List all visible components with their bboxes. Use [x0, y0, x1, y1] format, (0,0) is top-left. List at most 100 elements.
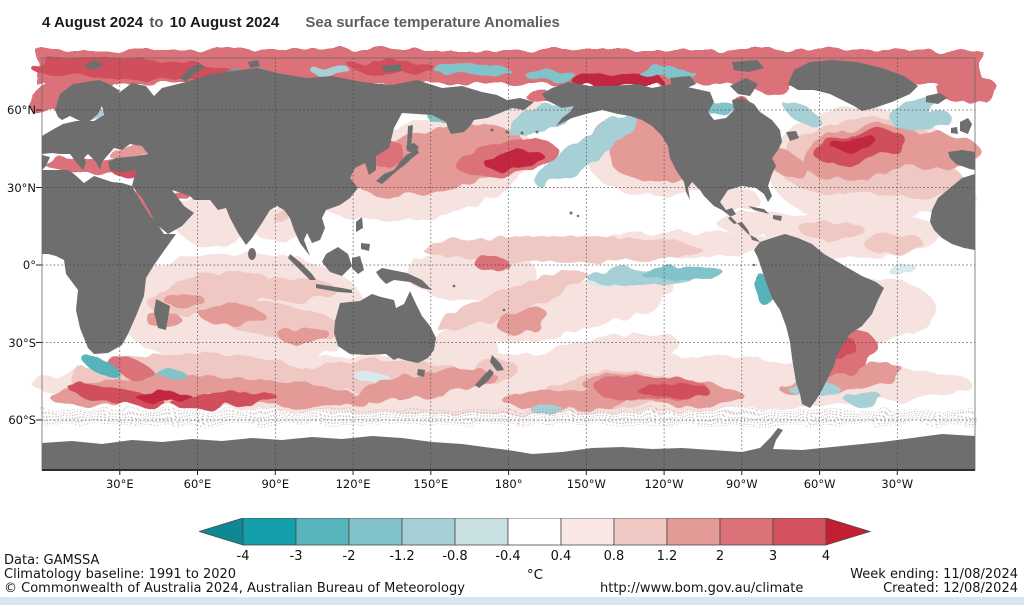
colorbar-segment-7 — [613, 517, 668, 546]
land-novaya-zemlya — [180, 63, 204, 82]
world-map — [26, 50, 998, 475]
land-australia — [334, 291, 436, 363]
colorbar-tick-0.4: 0.4 — [550, 549, 572, 564]
land-eurasia — [42, 68, 534, 256]
colorbar-segment-1 — [295, 517, 350, 546]
land-uk — [960, 118, 972, 134]
land-sakhalin — [407, 125, 413, 148]
colorbar-tick-labels: -4 -3 -2 -1.2 -0.8 -0.4 0.4 0.8 1.2 2 3 4 — [199, 549, 871, 564]
colorbar-segment-6 — [560, 517, 615, 546]
footer-copyright: © Commonwealth of Australia 2024, Austra… — [4, 581, 465, 596]
bottom-border-strip — [0, 597, 1024, 605]
land-aleutian-1 — [490, 128, 494, 132]
period-start: 4 August 2024 — [42, 14, 144, 31]
period-joiner: to — [149, 14, 164, 31]
land-solomons — [452, 284, 456, 288]
land-severnaya-zemlya — [248, 60, 260, 68]
land-africa — [42, 170, 176, 354]
land-new-guinea — [376, 268, 432, 290]
period-end: 10 August 2024 — [169, 14, 280, 31]
colorbar-segment-10 — [772, 517, 827, 546]
lon-label-120°E: 120°E — [335, 477, 371, 491]
land-sri-lanka — [248, 248, 256, 260]
colorbar-unit-label: °C — [526, 567, 544, 583]
lon-label-30°W: 30°W — [881, 477, 914, 491]
colorbar-tick-1.2: 1.2 — [656, 549, 678, 564]
land-scandinavia — [55, 80, 120, 124]
colorbar-tick--2: -2 — [342, 549, 356, 564]
lat-label-30°S: 30°S — [8, 335, 36, 350]
lon-label-60°E: 60°E — [183, 477, 212, 491]
lon-label-30°E: 30°E — [105, 477, 134, 491]
land-tasmania — [417, 369, 425, 377]
colorbar-tick-4: 4 — [821, 549, 831, 564]
colorbar-segment-3 — [401, 517, 456, 546]
colorbar-segment-4 — [454, 517, 509, 546]
lat-label-60°N: 60°N — [7, 103, 36, 117]
page-title: 4 August 2024 to 10 August 2024 Sea surf… — [42, 14, 560, 31]
colorbar-tick--3: -3 — [289, 549, 303, 564]
colorbar-segment-0 — [242, 517, 297, 546]
colorbar-tick--0.8: -0.8 — [442, 549, 468, 564]
land-sumatra — [288, 254, 316, 280]
land-borneo — [322, 247, 352, 276]
colorbar-tick--0.4: -0.4 — [495, 549, 521, 564]
land-iberia-right — [948, 150, 975, 170]
land-north-america — [542, 82, 782, 242]
land-nw-africa-right — [930, 174, 975, 250]
lat-label-0°: 0° — [22, 258, 36, 272]
land-nz-south — [475, 369, 494, 388]
colorbar-segment-5 — [507, 517, 562, 546]
lon-label-150°W: 150°W — [566, 477, 606, 491]
colorbar-tick-2: 2 — [715, 549, 725, 564]
footer-baseline: Climatology baseline: 1991 to 2020 — [4, 567, 237, 582]
land-cuba — [748, 206, 769, 214]
land-iceland — [926, 93, 947, 104]
world-map-svg — [26, 50, 998, 475]
colorbar-segment-8 — [666, 517, 721, 546]
lon-label-150°E: 150°E — [413, 477, 449, 491]
land-ireland — [951, 127, 958, 134]
land-madagascar — [154, 299, 170, 330]
land-nz-north — [490, 355, 504, 371]
anomaly-layer — [26, 50, 998, 459]
colorbar-right-arrow — [825, 517, 872, 546]
colorbar — [197, 517, 872, 546]
colorbar-svg — [197, 517, 872, 546]
gridlines — [42, 58, 975, 470]
land-greenland — [788, 60, 918, 111]
land-philippines-mindanao — [361, 243, 370, 251]
footer-data-source: Data: GAMSSA — [4, 553, 100, 568]
footer-created: Created: 12/08/2024 — [883, 581, 1018, 596]
lon-label-90°W: 90°W — [725, 477, 758, 491]
land-baffin — [730, 78, 758, 96]
land-south-america — [754, 234, 884, 408]
land-aleutian-4 — [535, 130, 539, 134]
land-japan — [376, 148, 419, 184]
lon-label-180°: 180° — [494, 477, 523, 491]
land-layer — [42, 60, 975, 470]
colorbar-left-arrow — [197, 517, 244, 546]
colorbar-segment-2 — [348, 517, 403, 546]
land-aleutian-3 — [520, 131, 524, 135]
land-victoria-island — [670, 76, 696, 90]
land-fiji — [502, 308, 506, 312]
colorbar-tick--1.2: -1.2 — [389, 549, 415, 564]
lon-label-90°E: 90°E — [261, 477, 290, 491]
land-hawaii-2 — [576, 214, 580, 218]
land-java — [316, 284, 352, 293]
land-svalbard — [84, 60, 104, 70]
map-subtitle: Sea surface temperature Anomalies — [305, 14, 560, 31]
lat-label-60°S: 60°S — [8, 413, 36, 427]
colorbar-segment-9 — [719, 517, 774, 546]
land-newfoundland — [786, 131, 799, 141]
footer-url: http://www.bom.gov.au/climate — [600, 581, 804, 596]
land-antarctica — [42, 428, 975, 470]
lon-label-60°W: 60°W — [803, 477, 836, 491]
land-iberia-left-sliver — [42, 155, 50, 170]
lat-label-30°N: 30°N — [7, 180, 36, 195]
lon-label-120°W: 120°W — [644, 477, 684, 491]
land-hispaniola — [773, 215, 782, 221]
colorbar-tick-0.8: 0.8 — [603, 549, 625, 564]
